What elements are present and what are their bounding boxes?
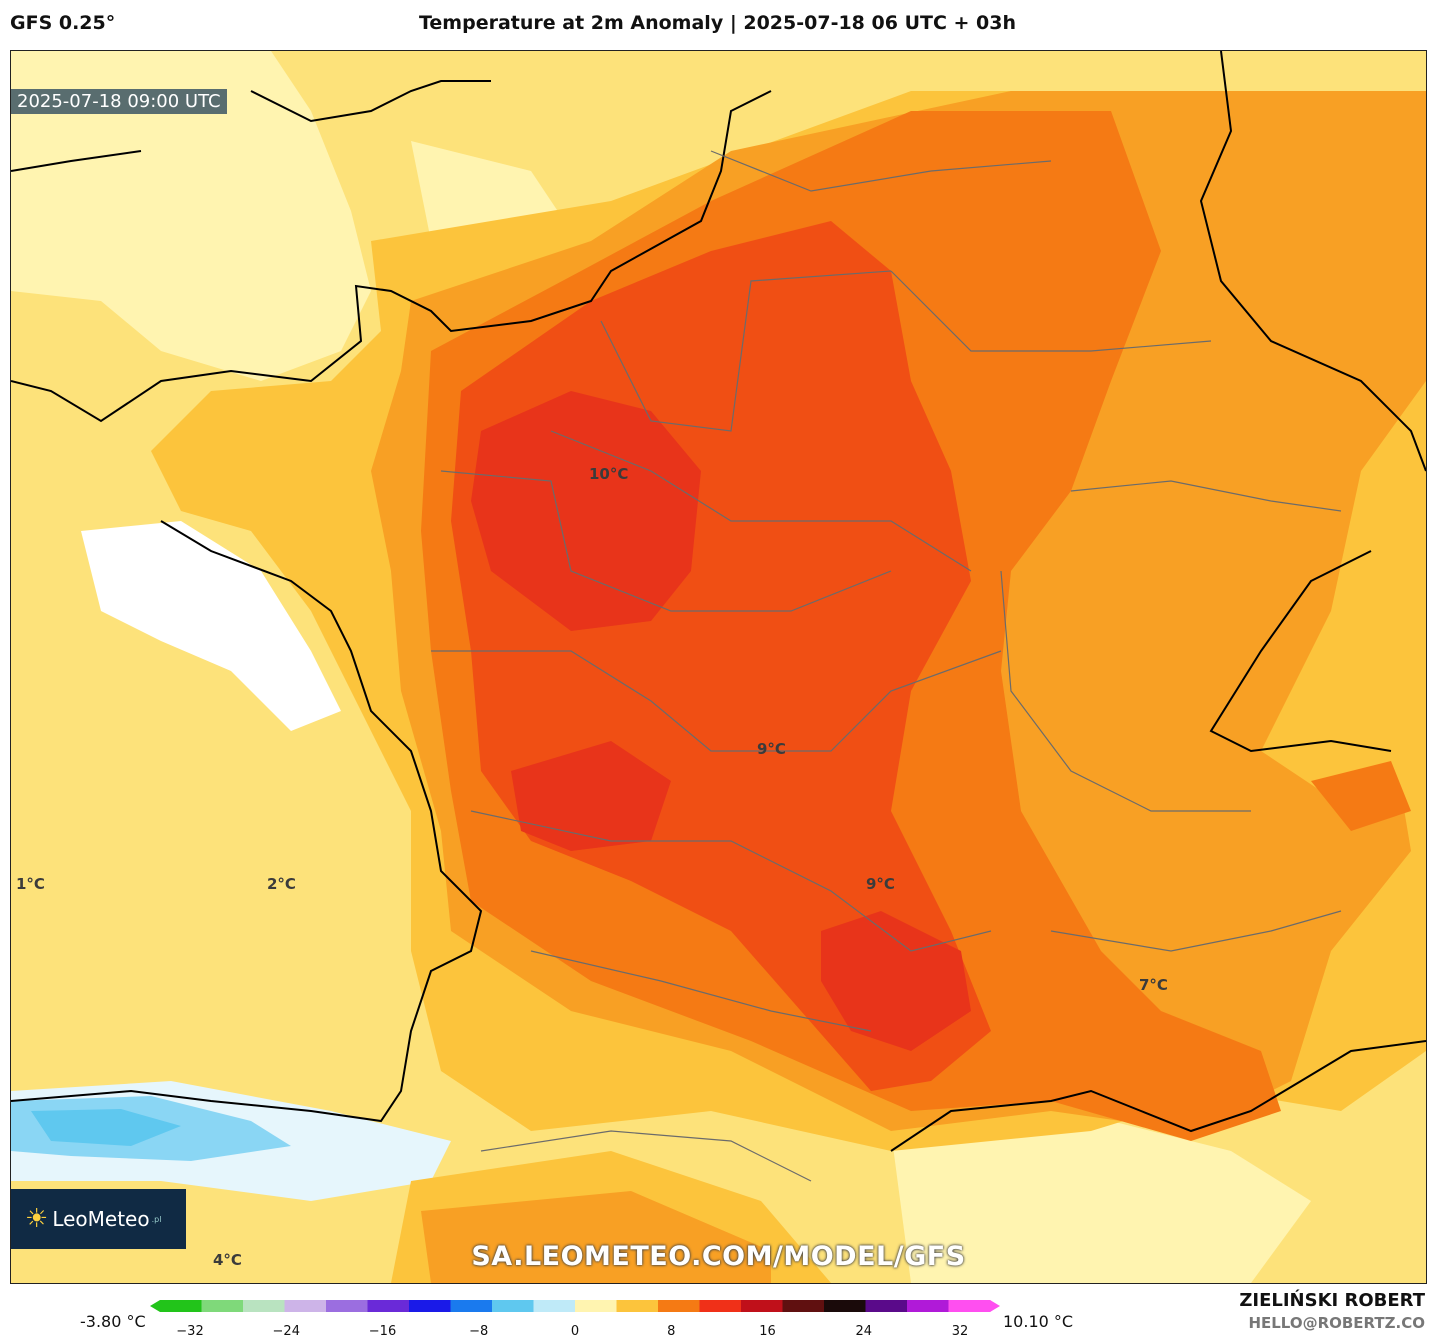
contour-label: 2°C	[267, 875, 296, 893]
model-label: GFS 0.25°	[10, 12, 116, 34]
map-canvas	[11, 51, 1426, 1283]
cold-band-core	[31, 1109, 181, 1146]
border-east	[1199, 51, 1426, 753]
color-swatch	[699, 1300, 742, 1312]
contour-label: 9°C	[866, 875, 895, 893]
scale-arrow-right	[990, 1300, 1000, 1312]
color-swatch	[907, 1300, 949, 1312]
color-swatch	[782, 1300, 825, 1312]
author-credit: ZIELIŃSKI ROBERT	[1239, 1290, 1425, 1311]
red-core-west	[511, 741, 671, 851]
contact-credit: HELLO@ROBERTZ.CO	[1248, 1314, 1425, 1332]
color-swatch	[492, 1300, 534, 1312]
contour-label: 1°C	[16, 875, 45, 893]
contour-label: 9°C	[757, 740, 786, 758]
scale-tick-label: −16	[368, 1324, 397, 1339]
scale-tick-label: 32	[951, 1324, 969, 1339]
leometeo-logo[interactable]: ☀ LeoMeteo .pl	[11, 1189, 186, 1249]
color-swatch	[575, 1300, 617, 1312]
scale-tick-label: −32	[176, 1324, 204, 1339]
scale-tick-label: 24	[855, 1324, 873, 1339]
contour-label: 4°C	[213, 1251, 242, 1269]
color-swatch	[865, 1300, 908, 1312]
scale-tick-label: −24	[272, 1324, 300, 1339]
color-scale-bar	[150, 1300, 1000, 1312]
dark-orange-alps	[1311, 761, 1411, 831]
white-ocean-patch	[81, 521, 341, 731]
region-borders	[431, 150, 1342, 1182]
coastline-uk	[11, 80, 491, 172]
coastline-biscay	[11, 520, 483, 1123]
color-swatch	[201, 1300, 244, 1312]
chart-title: Temperature at 2m Anomaly | 2025-07-18 0…	[418, 12, 1017, 34]
contour-label: 7°C	[1139, 976, 1168, 994]
color-swatch	[367, 1300, 410, 1312]
scale-tick-label: 0	[570, 1324, 580, 1339]
legend-max-value: 10.10 °C	[1003, 1312, 1074, 1331]
color-swatch	[284, 1300, 327, 1312]
valid-time-badge: 2025-07-18 09:00 UTC	[11, 89, 227, 114]
coastline-med	[890, 1040, 1426, 1152]
color-swatch	[948, 1300, 991, 1312]
orange-south	[421, 1191, 771, 1283]
color-swatch	[409, 1300, 451, 1312]
source-watermark: SA.LEOMETEO.COM/MODEL/GFS	[471, 1241, 966, 1272]
color-swatch	[533, 1300, 576, 1312]
color-swatch	[824, 1300, 866, 1312]
color-swatch	[243, 1300, 285, 1312]
anomaly-map: 2025-07-18 09:00 UTC 10°C 9°C 9°C 7°C 1°…	[10, 50, 1427, 1284]
color-swatch	[326, 1300, 368, 1312]
pale-south	[891, 1111, 1311, 1283]
color-swatch	[616, 1300, 659, 1312]
scale-tick-label: 8	[667, 1324, 676, 1339]
scale-arrow-left	[150, 1300, 160, 1312]
color-swatch	[160, 1300, 202, 1312]
scale-tick-label: 16	[759, 1324, 776, 1339]
color-swatch	[658, 1300, 700, 1312]
red-core-north	[471, 391, 701, 631]
coastline-brittany	[11, 90, 772, 423]
logo-text: LeoMeteo	[52, 1207, 150, 1231]
sun-icon: ☀	[25, 1204, 49, 1234]
scale-tick-label: −8	[469, 1324, 489, 1339]
red-core-south	[821, 911, 971, 1051]
color-swatch	[450, 1300, 493, 1312]
color-swatch	[741, 1300, 783, 1312]
legend-min-value: -3.80 °C	[80, 1312, 146, 1331]
pale-ocean-north	[11, 51, 371, 381]
logo-suffix: .pl	[151, 1214, 162, 1224]
contour-label: 10°C	[589, 465, 629, 483]
